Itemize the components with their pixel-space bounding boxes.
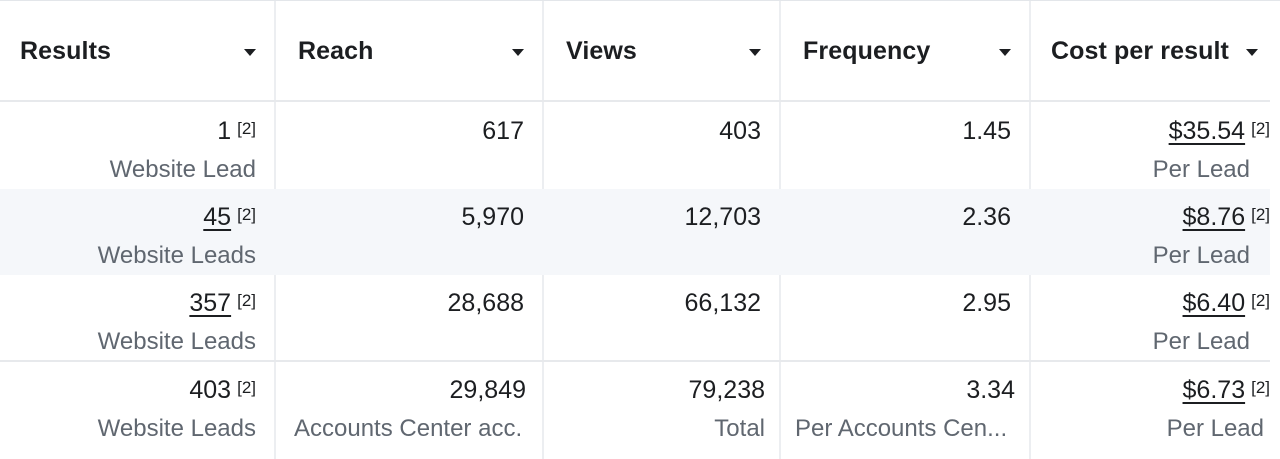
footnote-marker: [2] xyxy=(1251,378,1270,397)
cell-frequency: 2.95 xyxy=(781,275,1029,361)
cost-total-link[interactable]: $6.73 xyxy=(1182,376,1246,404)
views-total-value: 79,238 xyxy=(688,376,765,404)
reach-total-value: 29,849 xyxy=(449,376,526,404)
reach-value: 617 xyxy=(482,117,524,145)
table-total-row: 403 [2] Website Leads 29,849 Accounts Cen… xyxy=(0,360,1270,459)
caret-down-icon[interactable] xyxy=(1246,48,1258,56)
column-header-label: Reach xyxy=(298,36,374,65)
cell-views-total: 79,238 Total xyxy=(544,362,779,459)
cell-results: 357 [2] Website Leads xyxy=(0,275,274,361)
cell-cost-per-result: $8.76 [2] Per Lead xyxy=(1031,189,1270,275)
frequency-value: 2.95 xyxy=(962,289,1011,317)
frequency-value: 2.36 xyxy=(962,203,1011,231)
cost-value-link[interactable]: $6.40 xyxy=(1182,289,1246,317)
table-row: 45 [2] Website Leads 5,970 12,703 2.36 $8… xyxy=(0,189,1270,275)
frequency-total-value: 3.34 xyxy=(966,376,1015,404)
column-header-frequency[interactable]: Frequency xyxy=(781,1,1029,101)
column-header-label: Cost per result xyxy=(1051,36,1229,65)
footnote-marker: [2] xyxy=(237,119,256,138)
cell-views: 12,703 xyxy=(544,189,779,275)
views-value: 403 xyxy=(719,117,761,145)
table-row: 357 [2] Website Leads 28,688 66,132 2.95 … xyxy=(0,275,1270,361)
cell-results: 45 [2] Website Leads xyxy=(0,189,274,275)
cell-views: 66,132 xyxy=(544,275,779,361)
footnote-marker: [2] xyxy=(1251,291,1270,310)
cell-views: 403 xyxy=(544,103,779,189)
caret-down-icon[interactable] xyxy=(999,48,1011,56)
cell-cost-per-result: $35.54 [2] Per Lead xyxy=(1031,103,1270,189)
reach-value: 28,688 xyxy=(447,289,524,317)
cell-results-total: 403 [2] Website Leads xyxy=(0,362,274,459)
frequency-value: 1.45 xyxy=(962,117,1011,145)
cell-results: 1 [2] Website Lead xyxy=(0,103,274,189)
column-header-label: Views xyxy=(566,36,637,65)
column-header-label: Frequency xyxy=(803,36,931,65)
cell-cost-total: $6.73 [2] Per Lead xyxy=(1031,362,1270,459)
frequency-total-unit: Per Accounts Cen... xyxy=(795,415,1008,442)
column-header-views[interactable]: Views xyxy=(544,1,779,101)
cost-value-link[interactable]: $8.76 xyxy=(1182,203,1246,231)
cell-frequency-total: 3.34 Per Accounts Cen... xyxy=(781,362,1029,459)
caret-down-icon[interactable] xyxy=(512,48,524,56)
footnote-marker: [2] xyxy=(237,378,256,397)
footnote-marker: [2] xyxy=(237,291,256,310)
cell-reach: 28,688 xyxy=(276,275,542,361)
views-value: 66,132 xyxy=(684,289,761,317)
views-value: 12,703 xyxy=(684,203,761,231)
results-type: Website Leads xyxy=(97,415,256,442)
cell-reach-total: 29,849 Accounts Center acc. xyxy=(276,362,542,459)
footnote-marker: [2] xyxy=(237,205,256,224)
cell-reach: 5,970 xyxy=(276,189,542,275)
footnote-marker: [2] xyxy=(1251,205,1270,224)
cell-frequency: 2.36 xyxy=(781,189,1029,275)
cost-unit: Per Lead xyxy=(1152,242,1250,269)
cost-value-link[interactable]: $35.54 xyxy=(1168,117,1246,145)
reach-value: 5,970 xyxy=(461,203,524,231)
caret-down-icon[interactable] xyxy=(749,48,761,56)
results-type: Website Leads xyxy=(97,242,256,269)
caret-down-icon[interactable] xyxy=(244,48,256,56)
cell-reach: 617 xyxy=(276,103,542,189)
views-total-unit: Total xyxy=(714,415,765,442)
cell-frequency: 1.45 xyxy=(781,103,1029,189)
table-row: 1 [2] Website Lead 617 403 1.45 $35.54 [2]… xyxy=(0,103,1270,189)
column-header-reach[interactable]: Reach xyxy=(276,1,542,101)
reach-total-unit: Accounts Center acc. xyxy=(294,415,523,442)
cell-cost-per-result: $6.40 [2] Per Lead xyxy=(1031,275,1270,361)
cost-unit: Per Lead xyxy=(1152,328,1250,355)
results-type: Website Leads xyxy=(97,328,256,355)
footnote-marker: [2] xyxy=(1251,119,1270,138)
results-type: Website Lead xyxy=(109,156,256,183)
column-header-label: Results xyxy=(20,36,112,65)
results-value-link[interactable]: 45 xyxy=(203,203,232,231)
table-header: Results Reach Views Frequency Cost per r… xyxy=(0,1,1270,102)
column-header-results[interactable]: Results xyxy=(0,1,274,101)
results-value: 1 xyxy=(217,117,232,145)
results-value-link[interactable]: 357 xyxy=(189,289,232,317)
results-total-value: 403 xyxy=(189,376,232,404)
cost-total-unit: Per Lead xyxy=(1166,415,1264,442)
column-header-cost-per-result[interactable]: Cost per result xyxy=(1031,1,1270,101)
cost-unit: Per Lead xyxy=(1152,156,1250,183)
